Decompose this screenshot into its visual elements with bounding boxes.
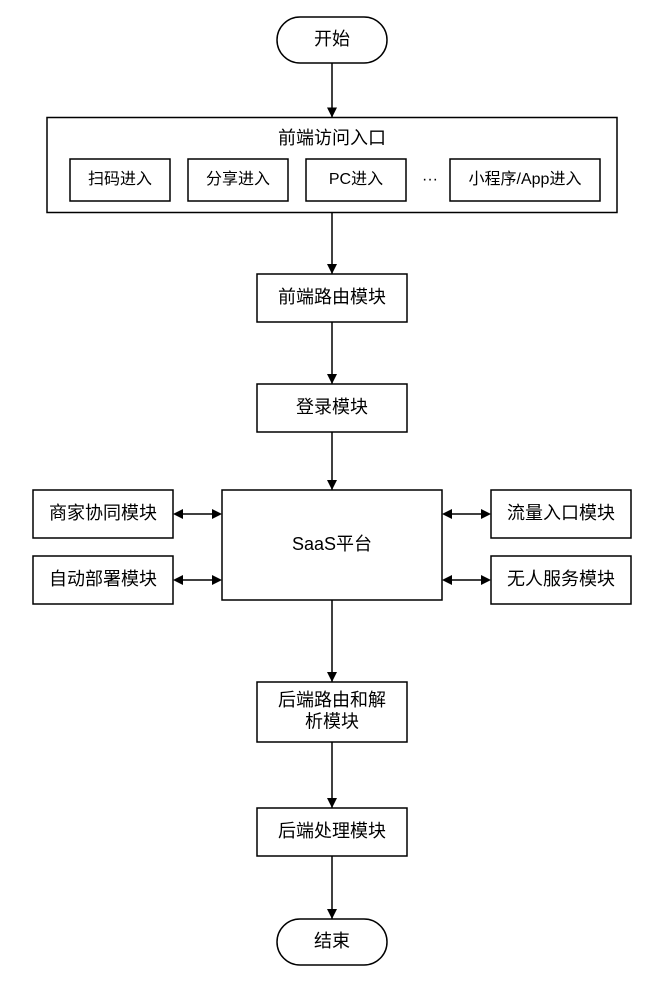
node-label: 流量入口模块 — [507, 503, 615, 523]
node-label: 前端路由模块 — [278, 287, 386, 307]
node-label: 析模块 — [305, 712, 359, 732]
node-label: PC进入 — [329, 170, 383, 188]
node-entry_pc: PC进入 — [306, 159, 406, 201]
node-traffic: 流量入口模块 — [491, 490, 631, 538]
node-unmanned: 无人服务模块 — [491, 556, 631, 604]
node-front_route: 前端路由模块 — [257, 274, 407, 322]
node-login: 登录模块 — [257, 384, 407, 432]
node-back_route: 后端路由和解析模块 — [257, 682, 407, 742]
node-label: 自动部署模块 — [49, 569, 157, 589]
node-merchant: 商家协同模块 — [33, 490, 173, 538]
flowchart-canvas: 开始前端访问入口扫码进入 分享进入 PC进入 ··· 小程序/App进入前端路由模块登录… — [0, 0, 665, 1000]
node-label: 结束 — [314, 931, 350, 951]
node-autodeploy: 自动部署模块 — [33, 556, 173, 604]
node-label: 小程序/App进入 — [469, 170, 582, 188]
node-label: 后端路由和解 — [278, 690, 386, 710]
node-label: 后端处理模块 — [278, 821, 386, 841]
node-label: 开始 — [314, 29, 350, 49]
node-start: 开始 — [277, 17, 387, 63]
node-label: 扫码进入 — [88, 170, 152, 188]
node-label: 分享进入 — [206, 170, 270, 188]
node-entry_scan: 扫码进入 — [70, 159, 170, 201]
node-back_proc: 后端处理模块 — [257, 808, 407, 856]
node-end: 结束 — [277, 919, 387, 965]
node-label: 登录模块 — [296, 397, 368, 417]
node-entry_dots: ··· — [422, 171, 438, 188]
node-label: 无人服务模块 — [507, 569, 615, 589]
node-entry_app: 小程序/App进入 — [450, 159, 600, 201]
node-entry_share: 分享进入 — [188, 159, 288, 201]
node-label: ··· — [422, 171, 438, 188]
node-label: SaaS平台 — [292, 534, 372, 554]
node-label: 商家协同模块 — [49, 503, 157, 523]
node-label: 前端访问入口 — [278, 128, 386, 148]
node-saas: SaaS平台 — [222, 490, 442, 600]
